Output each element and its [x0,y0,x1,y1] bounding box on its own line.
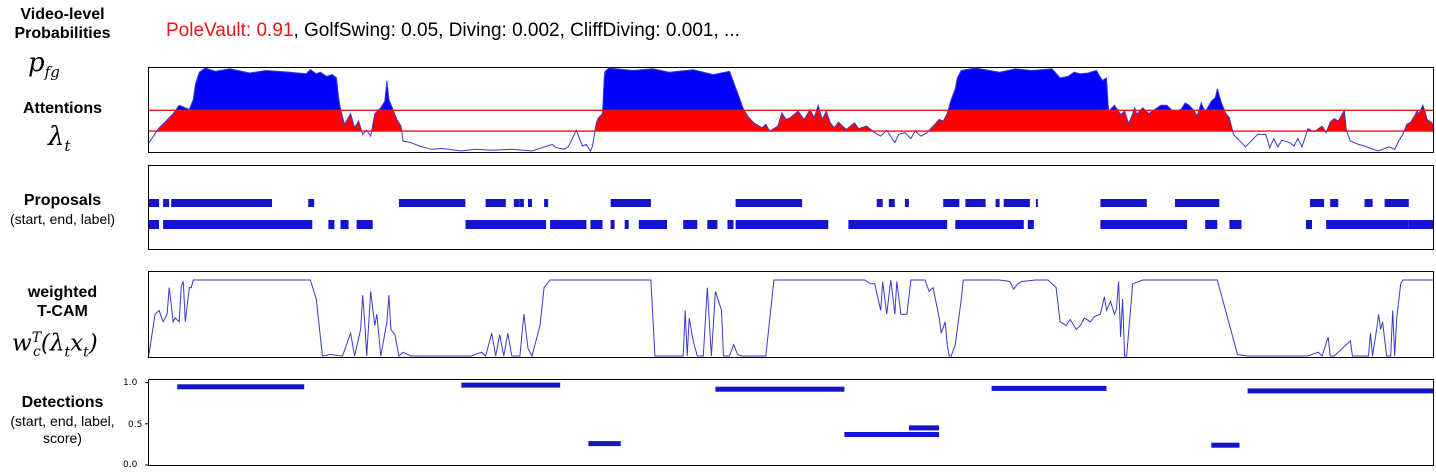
proposal-row2-segment-11 [638,220,667,229]
proposal-row2-segment-21 [1205,220,1218,229]
proposal-row1-segment-12 [876,199,883,207]
y-tick-1: 1.0 [123,378,138,388]
video-probabilities-text: PoleVault: 0.91, GolfSwing: 0.05, Diving… [166,20,740,42]
proposal-row1-segment-22 [1310,199,1325,207]
proposal-row2-segment-5 [356,220,373,229]
proposals-sublabel: (start, end, label) [9,211,116,227]
proposal-row1-segment-16 [965,199,986,207]
proposal-row2-segment-14 [727,220,734,229]
video-probabilities-line2: Probabilities [14,25,111,42]
proposal-row1-segment-24 [1364,199,1373,207]
proposal-row1-segment-25 [1384,199,1409,207]
proposal-row2-segment-12 [683,220,698,229]
proposal-row1-segment-11 [735,199,803,207]
proposal-row1-segment-15 [943,199,960,207]
wtcam-line [148,279,1433,358]
proposal-row2-segment-15 [735,220,752,229]
detections-label: Detections [21,394,104,411]
lambda-t-symbol: λt [48,122,71,156]
detection-segment-4 [844,432,940,437]
wtcam-line1: weighted [27,284,98,301]
proposal-row2-segment-18 [955,220,1024,229]
proposal-row1-segment-17 [995,199,1000,207]
proposal-row2-segment-23 [1306,220,1312,229]
detections-sub-line2: score) [43,430,82,446]
attention-mid-threshold-fill [149,110,1433,132]
proposal-row2-segment-1 [153,220,159,229]
wtcam-line2: T-CAM [37,303,88,320]
detection-segment-7 [1211,442,1240,448]
proposal-row2-segment-4 [340,220,349,229]
proposal-row1-segment-19 [1035,199,1038,207]
proposal-row2-segment-24 [1326,220,1409,229]
proposal-row1-segment-13 [888,199,895,207]
proposal-row1-segment-5 [485,199,506,207]
wtcam-label: weighted T-CAM [0,283,125,321]
attention-line [148,67,1434,153]
proposal-row2-segment-6 [465,220,547,229]
video-probabilities-line1: Video-level [20,6,105,23]
proposal-row1-segment-2 [171,199,272,207]
proposal-row2-segment-2 [163,220,313,229]
proposal-row1-segment-1 [163,199,170,207]
proposal-row2-segment-20 [1100,220,1188,229]
proposal-row2-segment-17 [848,220,948,229]
detections-sublabel: (start, end, label, score) [0,413,133,447]
proposal-row1-segment-3 [308,199,315,207]
y-tick-05: 0.5 [128,420,143,430]
proposal-row1-segment-0 [149,199,160,207]
proposal-row1-segment-8 [528,199,532,207]
proposal-row2-segment-19 [1027,220,1034,229]
proposal-row1-segment-7 [519,199,524,207]
attentions-label: Attentions [22,100,103,117]
detection-segment-8 [1247,388,1433,394]
video-probabilities-label: Video-level Probabilities [0,5,125,43]
p-fg-symbol: pfg [28,48,60,82]
proposal-row1-segment-20 [1100,199,1147,207]
y-tick-0: 0.0 [123,460,138,470]
wtcam-formula: wTc(λtxt) [12,330,98,361]
proposal-row2-segment-3 [328,220,335,229]
proposal-row1-segment-10 [610,199,651,207]
proposal-row1-segment-6 [513,199,520,207]
detections-panel [148,379,1434,466]
proposals-label: Proposals [23,192,102,209]
proposal-row2-segment-22 [1229,220,1242,229]
proposal-row2-segment-10 [624,220,629,229]
proposal-row2-segment-8 [590,220,603,229]
other-class-probabilities: , GolfSwing: 0.05, Diving: 0.002, CliffD… [293,20,740,41]
proposal-row2-segment-16 [747,220,829,229]
proposal-row1-segment-23 [1330,199,1339,207]
proposal-row2-segment-25 [1408,220,1433,229]
detections-sub-line1: (start, end, label, [10,413,115,429]
proposal-row2-segment-13 [707,220,718,229]
detection-segment-2 [588,441,621,447]
proposal-row1-segment-14 [904,199,909,207]
detection-segment-0 [177,384,305,390]
detection-segment-1 [461,382,561,388]
detection-segment-6 [991,385,1107,391]
proposal-row1-segment-18 [1003,199,1030,207]
proposal-row1-segment-9 [544,199,549,207]
proposal-row2-segment-7 [550,220,587,229]
proposal-row2-segment-9 [610,220,615,229]
proposals-panel [148,165,1434,250]
proposal-row2-segment-0 [149,220,153,229]
detection-segment-3 [715,386,845,392]
detection-segment-5 [908,425,940,431]
proposal-row1-segment-4 [398,199,466,207]
proposal-row1-segment-21 [1175,199,1220,207]
wtcam-panel [148,271,1434,358]
attention-above-threshold-fill [149,68,1433,111]
top-class-probability: PoleVault: 0.91 [166,20,294,41]
